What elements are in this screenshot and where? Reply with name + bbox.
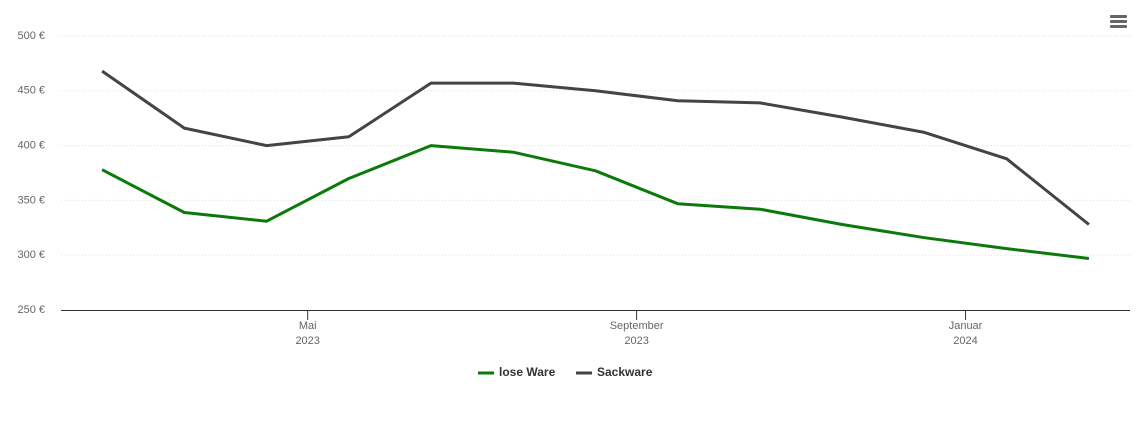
x-tick-label: September bbox=[610, 320, 664, 332]
y-tick-label: 500 € bbox=[17, 30, 45, 42]
x-tick-label: Mai bbox=[299, 320, 317, 332]
legend-item[interactable]: Sackware bbox=[576, 365, 653, 379]
x-tick-year: 2023 bbox=[295, 335, 319, 347]
legend-label: lose Ware bbox=[499, 365, 556, 379]
x-tick-label: Januar bbox=[949, 320, 983, 332]
x-tick-year: 2023 bbox=[624, 335, 648, 347]
y-tick-label: 450 € bbox=[17, 85, 45, 97]
line bbox=[101, 69, 1090, 226]
x-tick-year: 2024 bbox=[953, 335, 977, 347]
legend: lose Ware Sackware bbox=[478, 365, 653, 379]
menu-icon[interactable] bbox=[1110, 15, 1127, 28]
y-tick-label: 300 € bbox=[17, 249, 45, 261]
y-tick-label: 250 € bbox=[17, 304, 45, 316]
legend-label: Sackware bbox=[597, 365, 653, 379]
line bbox=[101, 144, 1090, 260]
y-tick-label: 350 € bbox=[17, 194, 45, 206]
legend-item[interactable]: lose Ware bbox=[478, 365, 556, 379]
y-tick-label: 400 € bbox=[17, 140, 45, 152]
